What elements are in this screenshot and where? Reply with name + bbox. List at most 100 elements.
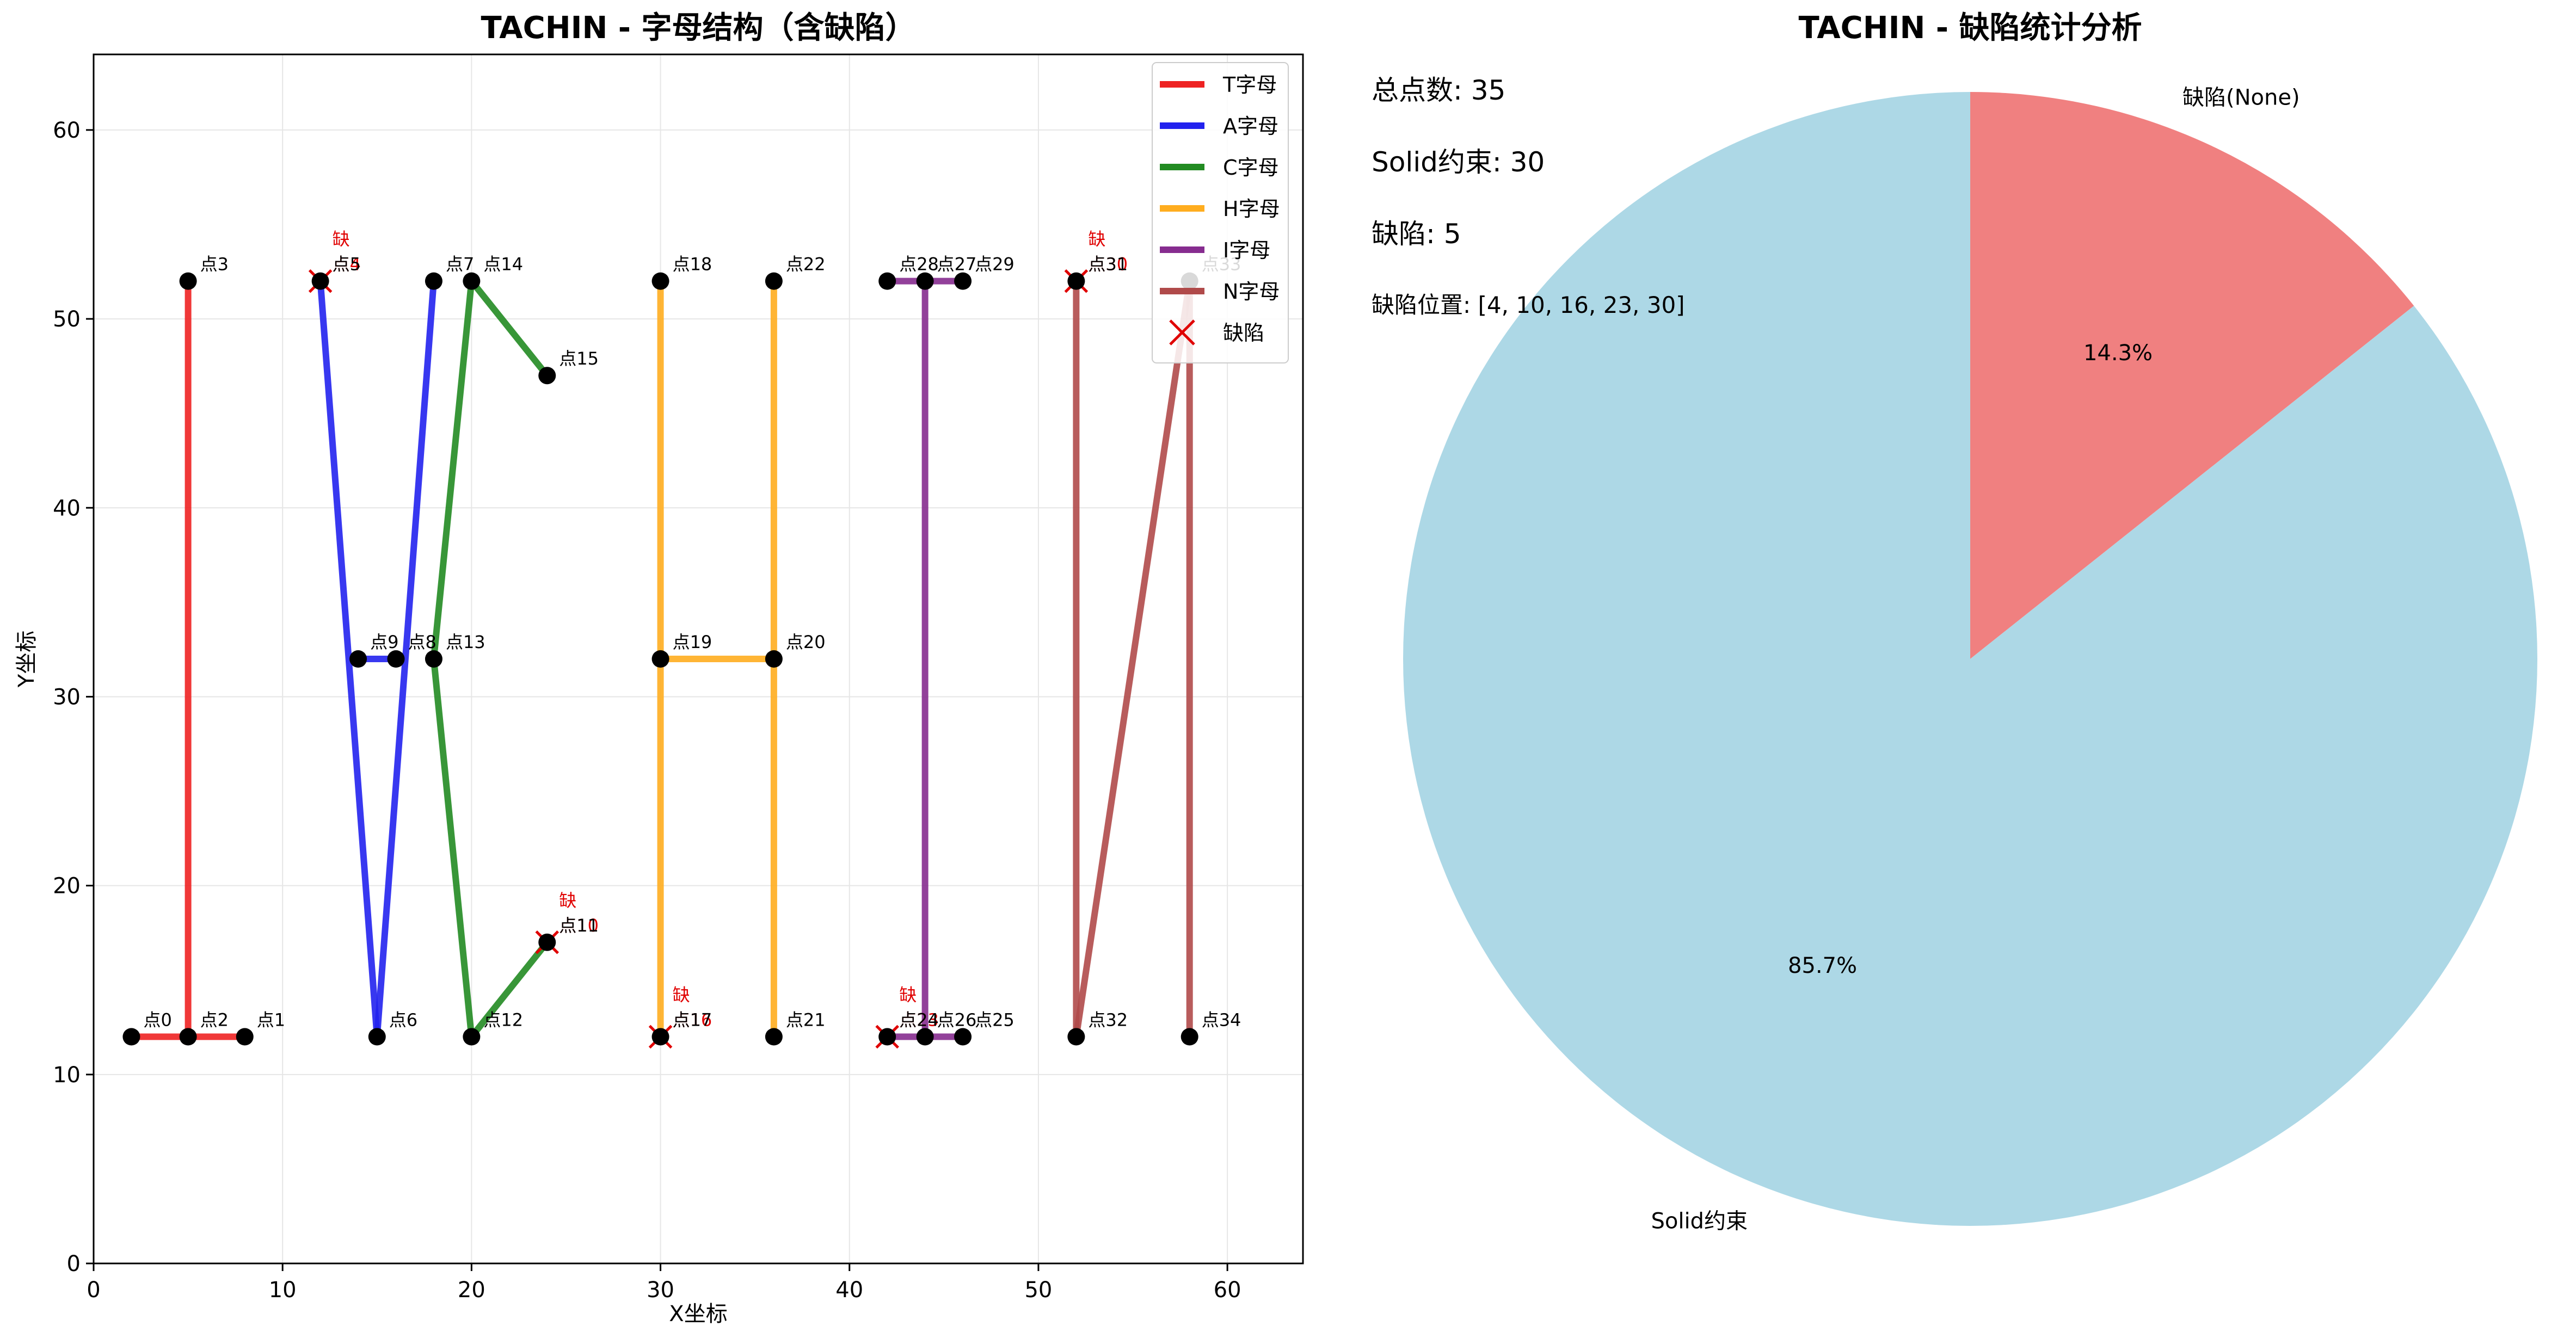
legend-label: A字母	[1223, 114, 1278, 138]
data-point	[122, 1028, 140, 1046]
point-label: 点5	[333, 254, 361, 275]
data-point	[878, 272, 896, 290]
x-tick-label: 20	[458, 1278, 485, 1303]
x-tick-label: 0	[87, 1278, 100, 1303]
point-label: 点8	[408, 632, 436, 652]
point-label: 点9	[370, 632, 398, 652]
chart-title: TACHIN - 缺陷统计分析	[1798, 10, 2142, 46]
data-point	[463, 272, 481, 290]
letter-segment	[469, 279, 550, 378]
stat-defect: 缺陷: 5	[1372, 218, 1461, 250]
data-point	[538, 933, 556, 951]
data-point	[878, 1028, 896, 1046]
y-tick-label: 40	[53, 496, 81, 521]
y-tick-label: 60	[53, 118, 81, 143]
data-point	[1067, 1028, 1085, 1046]
pie-slice	[1970, 92, 2414, 659]
legend-label: 缺陷	[1223, 321, 1264, 345]
point-label: 点18	[673, 254, 712, 275]
point-label: 点27	[937, 254, 977, 275]
defect-point-label: 点4	[333, 254, 361, 275]
x-tick-label: 60	[1214, 1278, 1241, 1303]
point-label: 点1	[257, 1009, 285, 1030]
data-points: 点0 点1点2点3缺点4点5点6点7点8点9缺点10点11点12点13点14点15…	[122, 229, 1241, 1049]
point-label: 点14	[483, 254, 523, 275]
point-label: 点25	[975, 1009, 1015, 1030]
data-point	[651, 650, 669, 668]
data-point	[538, 367, 556, 385]
data-point	[916, 272, 934, 290]
defect-point-label: 点23	[899, 1009, 939, 1030]
pie-slice	[1403, 92, 2537, 1226]
defect-point-label: 点16	[673, 1009, 712, 1030]
point-label: 点22	[786, 254, 826, 275]
data-point	[463, 1028, 481, 1046]
defect-pie-chart: TACHIN - 缺陷统计分析 14.3% 缺陷(None) 85.7% Solid约…	[1372, 10, 2537, 1234]
point-label: 点7	[446, 254, 474, 275]
y-tick-label: 0	[67, 1251, 81, 1276]
data-point	[349, 650, 367, 668]
x-tick-label: 30	[647, 1278, 674, 1303]
axis-ticks: 0 10 20 30 40 50 60 0 10 20 30 40 50 60	[53, 118, 1241, 1303]
letter-segment	[430, 281, 475, 659]
y-tick-label: 20	[53, 874, 81, 899]
letter-segment	[469, 940, 550, 1039]
point-label: 点26	[937, 1009, 977, 1030]
data-point	[651, 1028, 669, 1046]
point-label: 点17	[673, 1009, 712, 1030]
letter-segment	[430, 658, 475, 1037]
pie-percent-label: 85.7%	[1788, 953, 1857, 978]
legend-label: T字母	[1222, 73, 1277, 97]
plot-frame	[93, 53, 1304, 1265]
legend-label: N字母	[1223, 280, 1280, 304]
point-label: 点2	[200, 1009, 229, 1030]
chart-title: TACHIN - 字母结构（含缺陷）	[481, 10, 915, 46]
x-tick-label: 10	[269, 1278, 297, 1303]
stat-total: 总点数: 35	[1372, 75, 1505, 106]
data-point	[651, 272, 669, 290]
data-point	[368, 1028, 386, 1046]
data-point	[765, 272, 783, 290]
defect-text: 缺	[899, 984, 917, 1005]
data-point	[387, 650, 405, 668]
defect-text: 缺	[1088, 229, 1105, 250]
defect-text: 缺	[333, 229, 350, 250]
point-label: 点13	[446, 632, 485, 652]
data-point	[1181, 1028, 1198, 1046]
point-label: 点29	[975, 254, 1015, 275]
point-label: 点21	[786, 1009, 826, 1030]
legend-defect-marker	[1169, 319, 1195, 346]
point-label: 点32	[1088, 1009, 1128, 1030]
point-label: 点28	[899, 254, 939, 275]
data-point	[179, 1028, 197, 1046]
x-tick-label: 40	[835, 1278, 863, 1303]
letter-segment	[373, 281, 437, 1037]
pie-slice-label: Solid约束	[1651, 1208, 1747, 1234]
letter-segment	[1073, 280, 1193, 1038]
data-point	[179, 272, 197, 290]
point-label: 点6	[389, 1009, 417, 1030]
y-axis-label: Y坐标	[14, 631, 39, 688]
stat-defect-positions: 缺陷位置: [4, 10, 16, 23, 30]	[1372, 292, 1685, 318]
point-label: 点12	[483, 1009, 523, 1030]
point-label: 点20	[786, 632, 826, 652]
data-point	[311, 272, 329, 290]
defect-text: 缺	[673, 984, 690, 1005]
data-point	[954, 1028, 972, 1046]
defect-point-label: 点10	[559, 915, 599, 936]
data-point	[765, 650, 783, 668]
letter-structure-chart: TACHIN - 字母结构（含缺陷） 点0 点1点2点3缺点4点5点6点7点8点9…	[14, 10, 1304, 1327]
stat-solid: Solid约束: 30	[1372, 146, 1545, 178]
defect-text: 缺	[559, 890, 576, 911]
data-point	[916, 1028, 934, 1046]
point-label: 点3	[200, 254, 229, 275]
data-point	[425, 272, 442, 290]
legend-label: C字母	[1223, 156, 1279, 180]
point-label: 点31	[1088, 254, 1128, 275]
x-tick-label: 50	[1024, 1278, 1052, 1303]
point-label: 点11	[559, 915, 599, 936]
point-label: 点15	[559, 348, 599, 369]
legend-label: H字母	[1223, 197, 1280, 221]
